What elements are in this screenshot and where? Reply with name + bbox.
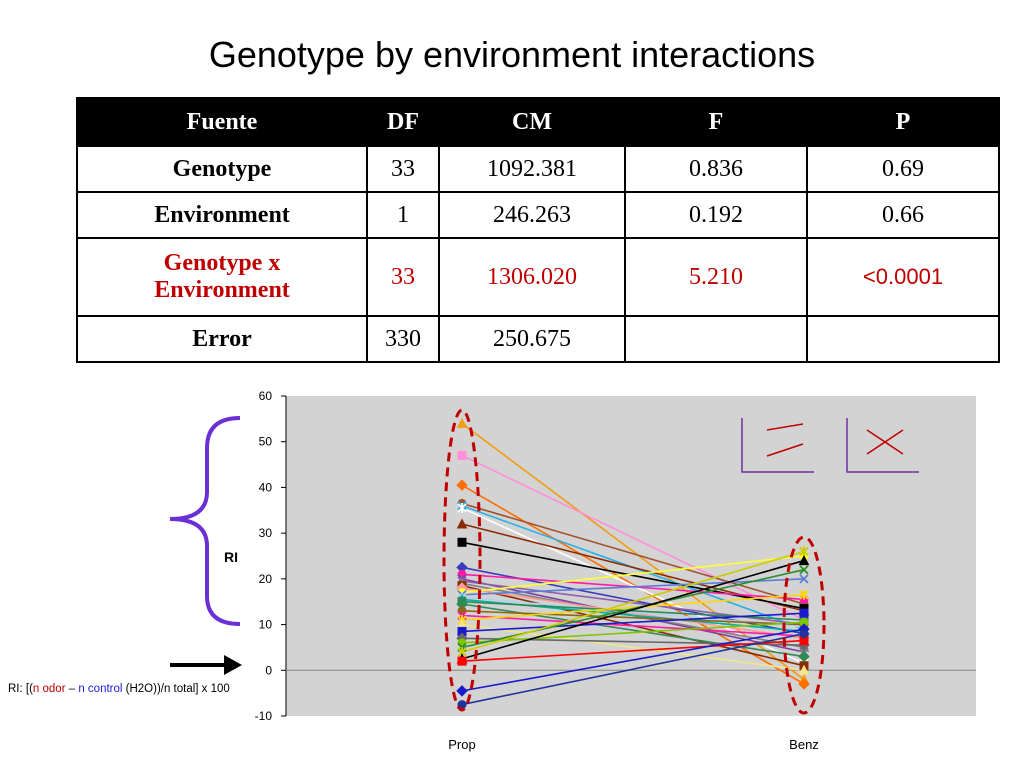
series-line (461, 628, 805, 692)
table-row: Genotype 33 1092.381 0.836 0.69 (76, 145, 1000, 193)
formula-n-control: n control (78, 683, 123, 695)
table-cell: Environment (76, 191, 368, 239)
reaction-norm-chart: 60 50 40 30 20 10 0 -10 Prop Benz RI (169, 389, 976, 752)
table-cell: Error (76, 315, 368, 363)
diverging-icon (741, 418, 814, 473)
table-header-row: Fuente DF CM F P (76, 97, 1000, 147)
ri-formula-note: RI: [(n odor – n control (H2O))/n total]… (8, 683, 230, 695)
series-line (461, 454, 805, 621)
series-line (461, 612, 805, 633)
y-tick-label: 20 (259, 572, 273, 586)
table-cell: Genotype x Environment (76, 237, 368, 317)
data-point (457, 537, 467, 547)
data-point (457, 503, 467, 513)
y-tick-label: 40 (259, 480, 273, 494)
y-tick-label: 60 (259, 389, 273, 403)
crossing-icon (846, 418, 919, 473)
table-cell: 1092.381 (438, 145, 626, 193)
table-row-interaction: Genotype x Environment 33 1306.020 5.210 … (76, 237, 1000, 317)
series-line (461, 578, 805, 596)
table-cell (806, 315, 1000, 363)
data-point (457, 656, 467, 666)
table-cell: 1 (366, 191, 440, 239)
series-line (461, 610, 805, 626)
series-line (461, 484, 805, 685)
table-cell: 246.263 (438, 191, 626, 239)
y-tick-label: -10 (255, 709, 273, 723)
data-point (799, 574, 809, 584)
table-cell: 0.836 (624, 145, 808, 193)
formula-suffix: (H2O))/n total] x 100 (122, 683, 230, 695)
data-point (799, 608, 809, 618)
zero-arrow-head (224, 655, 242, 675)
data-point (456, 685, 468, 697)
table-cell: 33 (366, 145, 440, 193)
y-axis-label: RI (224, 549, 238, 565)
y-tick-label: 30 (259, 526, 273, 540)
anova-table: Fuente DF CM F P Genotype 33 1092.381 0.… (76, 97, 1000, 363)
benz-ellipse (782, 535, 826, 715)
header-cell: Fuente (76, 97, 368, 147)
table-cell: 250.675 (438, 315, 626, 363)
formula-prefix: RI: [( (8, 683, 33, 695)
data-point (798, 650, 810, 663)
data-point (456, 479, 468, 491)
table-cell: 0.192 (624, 191, 808, 239)
table-cell: 330 (366, 315, 440, 363)
series-line (461, 632, 805, 706)
header-cell: DF (366, 97, 440, 147)
data-point (456, 518, 468, 529)
x-tick-label: Benz (789, 737, 819, 752)
data-point (799, 546, 809, 557)
table-cell: 1306.020 (438, 237, 626, 317)
series-line (461, 623, 805, 672)
data-point (798, 678, 810, 690)
data-point (798, 664, 810, 675)
data-point (457, 450, 467, 460)
series-line (461, 614, 805, 637)
y-tick-label: 0 (265, 663, 272, 677)
data-point (456, 417, 468, 428)
y-tick-label: 50 (259, 435, 273, 449)
series-line (461, 587, 805, 640)
series-line (461, 594, 805, 621)
ri-range-brace (169, 416, 241, 626)
slide-title: Genotype by environment interactions (208, 34, 816, 75)
plot-area (286, 396, 976, 716)
series-lines (461, 422, 805, 706)
series-line (461, 541, 805, 610)
series-line (461, 550, 805, 653)
y-tick-label: 10 (259, 618, 273, 632)
table-cell: 0.69 (806, 145, 1000, 193)
prop-ellipse (442, 408, 482, 712)
formula-dash: – (65, 683, 79, 695)
series-line (461, 555, 805, 594)
table-row: Environment 1 246.263 0.192 0.66 (76, 191, 1000, 239)
data-point (798, 555, 810, 566)
series-line (461, 639, 805, 662)
series-line (461, 621, 805, 644)
x-tick-label: Prop (448, 737, 475, 752)
data-point (799, 589, 809, 600)
source-label-line1: Genotype x (163, 250, 281, 276)
header-cell: F (624, 97, 808, 147)
formula-n-odor: n odor (32, 683, 66, 695)
table-cell: 33 (366, 237, 440, 317)
table-cell (624, 315, 808, 363)
series-line (461, 559, 805, 660)
header-cell: P (806, 97, 1000, 147)
table-cell: 5.210 (624, 237, 808, 317)
table-cell: 0.66 (806, 191, 1000, 239)
header-cell: CM (438, 97, 626, 147)
table-row: Error 330 250.675 (76, 315, 1000, 363)
source-label-line2: Environment (154, 277, 290, 303)
series-markers (456, 417, 810, 710)
data-point (799, 629, 809, 639)
table-cell: Genotype (76, 145, 368, 193)
y-axis: 60 50 40 30 20 10 0 -10 (255, 389, 976, 723)
table-cell: <0.0001 (806, 237, 1000, 317)
data-point (799, 565, 809, 575)
series-line (461, 502, 805, 605)
series-line (461, 523, 805, 612)
